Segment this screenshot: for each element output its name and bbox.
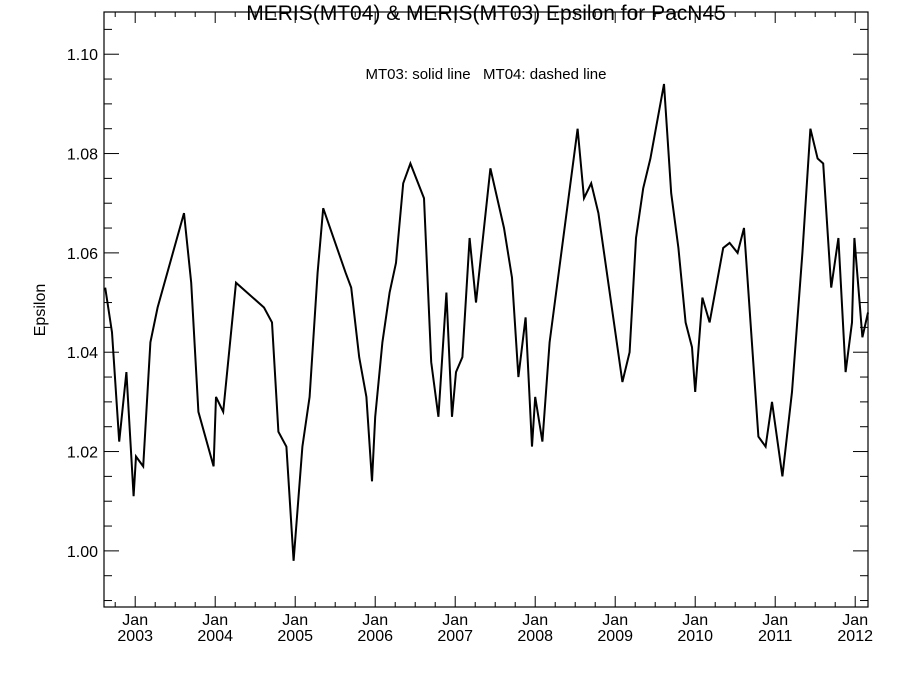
x-tick-month-label: Jan (602, 612, 628, 629)
y-tick-label: 1.04 (67, 345, 98, 362)
y-tick-label: 1.00 (67, 544, 98, 561)
x-tick-month-label: Jan (522, 612, 548, 629)
y-axis-label: Epsilon (32, 284, 49, 336)
x-tick-year-label: 2008 (517, 628, 553, 645)
x-tick-month-label: Jan (362, 612, 388, 629)
x-tick-month-label: Jan (282, 612, 308, 629)
x-tick-month-label: Jan (442, 612, 468, 629)
x-tick-year-label: 2005 (277, 628, 313, 645)
x-tick-month-label: Jan (762, 612, 788, 629)
series-line-mt03 (104, 83, 869, 561)
y-tick-label: 1.06 (67, 246, 98, 263)
plot-frame (103, 11, 869, 608)
y-tick-label: 1.10 (67, 47, 98, 64)
x-tick-year-label: 2009 (597, 628, 633, 645)
y-tick-label: 1.08 (67, 147, 98, 164)
chart-title: MERIS(MT04) & MERIS(MT03) Epsilon for Pa… (246, 2, 726, 25)
x-tick-month-label: Jan (682, 612, 708, 629)
y-tick-label: 1.02 (67, 445, 98, 462)
x-tick-year-label: 2003 (117, 628, 153, 645)
x-tick-year-label: 2011 (758, 628, 793, 645)
x-tick-month-label: Jan (842, 612, 868, 629)
x-tick-year-label: 2007 (437, 628, 473, 645)
x-tick-year-label: 2006 (357, 628, 393, 645)
x-tick-year-label: 2010 (677, 628, 713, 645)
x-tick-month-label: Jan (122, 612, 148, 629)
x-tick-year-label: 2012 (837, 628, 873, 645)
x-tick-year-label: 2004 (197, 628, 233, 645)
legend-annotation: MT03: solid line MT04: dashed line (366, 66, 607, 83)
x-tick-month-label: Jan (202, 612, 228, 629)
